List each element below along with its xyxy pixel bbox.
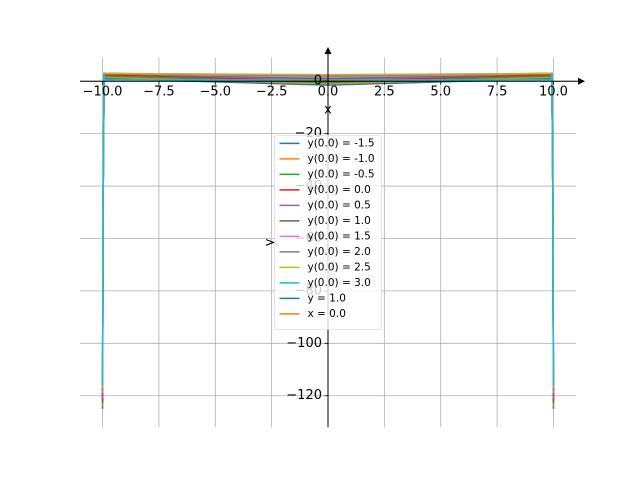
legend-label: y(0.0) = -1.0 [308,153,375,165]
x-tick-label: 5.0 [430,85,451,100]
legend-label: y(0.0) = -0.5 [308,168,375,180]
x-tick-label: −7.5 [143,85,175,100]
legend-label: y(0.0) = 1.5 [308,230,371,242]
x-axis-label: x [324,103,332,118]
x-tick-label: 10.0 [539,85,568,100]
legend-label: y(0.0) = 0.5 [308,199,371,211]
legend-label: y(0.0) = 2.5 [308,261,371,273]
legend-box [274,134,382,330]
legend-label: y(0.0) = -1.5 [308,137,375,149]
y-tick-label: −100 [286,336,322,351]
x-tick-label: 2.5 [374,85,395,100]
legend-label: y(0.0) = 1.0 [308,215,371,227]
y-tick-label: −120 [286,388,322,403]
x-arrow [578,77,585,85]
x-tick-label: 7.5 [487,85,508,100]
y-axis-label: y [263,238,278,246]
y-arrow [324,47,332,54]
legend-label: x = 0.0 [308,308,346,320]
x-tick-label: −10.0 [83,85,123,100]
legend-label: y(0.0) = 3.0 [308,277,371,289]
legend-label: y(0.0) = 0.0 [308,184,371,196]
x-tick-label: −5.0 [199,85,231,100]
x-tick-label: −2.5 [256,85,288,100]
legend-label: y(0.0) = 2.0 [308,246,371,258]
legend-label: y = 1.0 [308,292,346,304]
legend: y(0.0) = -1.5 y(0.0) = -1.0 y(0.0) = -0.5 y… [274,134,382,330]
